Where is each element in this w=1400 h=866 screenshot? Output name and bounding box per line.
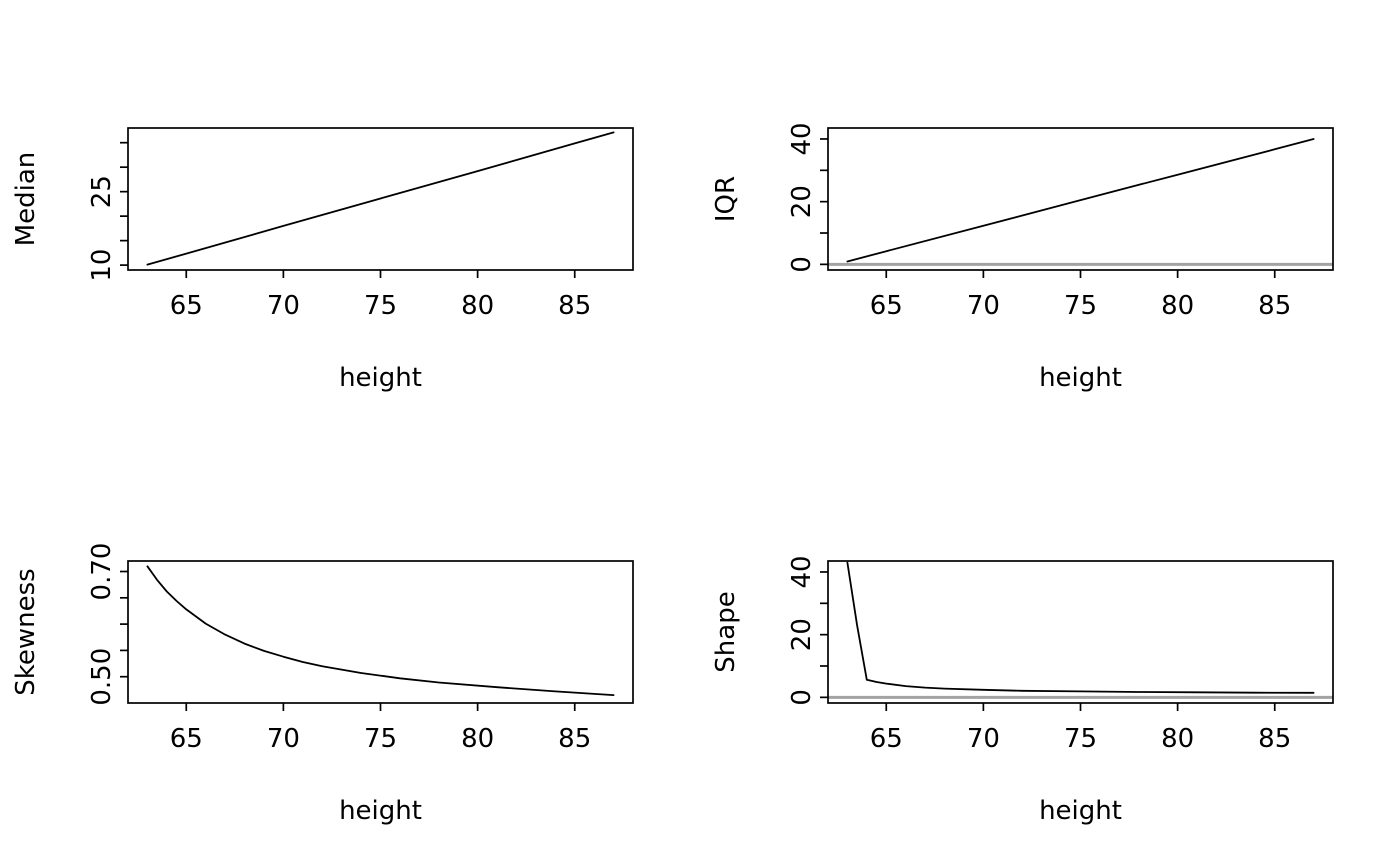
x-tick-label: 65 <box>870 291 903 321</box>
y-axis-title: IQR <box>711 176 741 222</box>
x-tick-label: 80 <box>1161 724 1194 754</box>
x-tick-label: 75 <box>1064 724 1097 754</box>
x-tick-label: 70 <box>267 291 300 321</box>
x-tick-label: 65 <box>870 724 903 754</box>
data-line <box>846 138 1315 263</box>
x-tick-label: 85 <box>1258 724 1291 754</box>
median-vs-height-plot: 65 70 75 80 85 10 25 height Median <box>11 127 634 393</box>
y-axis-title: Shape <box>711 591 741 672</box>
x-axis-title: height <box>1039 796 1122 826</box>
x-axis-title: height <box>339 363 422 393</box>
x-tick-label: 70 <box>967 724 1000 754</box>
y-axis-title: Median <box>11 152 41 247</box>
skewness-vs-height-plot: 65 70 75 80 85 0.50 0.70 height Skewness <box>11 543 634 826</box>
x-tick-label: 85 <box>558 291 591 321</box>
y-tick-label: 20 <box>787 185 817 218</box>
x-tick-label: 80 <box>461 724 494 754</box>
plot-box <box>127 560 634 704</box>
x-tick-label: 85 <box>1258 291 1291 321</box>
x-tick-label: 65 <box>170 724 203 754</box>
y-axis-title: Skewness <box>11 568 41 695</box>
y-tick-label: 25 <box>87 175 117 208</box>
plot-box <box>827 560 1334 704</box>
x-tick-label: 65 <box>170 291 203 321</box>
y-tick-label: 40 <box>787 555 817 588</box>
x-tick-label: 85 <box>558 724 591 754</box>
y-tick-label: 10 <box>87 249 117 282</box>
shape-vs-height-plot: 65 70 75 80 85 0 20 40 height Shape <box>711 555 1334 826</box>
x-tick-label: 80 <box>461 291 494 321</box>
y-tick-label: 0.50 <box>87 648 117 706</box>
plot-box <box>827 127 1334 271</box>
data-line <box>846 561 1315 694</box>
y-tick-label: 20 <box>787 618 817 651</box>
x-tick-label: 70 <box>967 291 1000 321</box>
x-axis-title: height <box>1039 363 1122 393</box>
iqr-vs-height-plot: 65 70 75 80 85 0 20 40 height IQR <box>711 122 1334 393</box>
y-tick-label: 0 <box>787 256 817 273</box>
data-line <box>146 131 615 266</box>
y-tick-label: 40 <box>787 122 817 155</box>
x-tick-label: 75 <box>364 724 397 754</box>
panel-skewness: 65 70 75 80 85 0.50 0.70 height Skewness <box>0 433 700 866</box>
x-tick-label: 75 <box>364 291 397 321</box>
x-axis-title: height <box>339 796 422 826</box>
x-tick-label: 70 <box>267 724 300 754</box>
panel-median: 65 70 75 80 85 10 25 height Median <box>0 0 700 433</box>
y-tick-label: 0 <box>787 689 817 706</box>
x-tick-label: 75 <box>1064 291 1097 321</box>
x-tick-label: 80 <box>1161 291 1194 321</box>
y-tick-label: 0.70 <box>87 543 117 601</box>
panel-iqr: 65 70 75 80 85 0 20 40 height IQR <box>700 0 1400 433</box>
data-line <box>146 565 615 697</box>
panel-shape: 65 70 75 80 85 0 20 40 height Shape <box>700 433 1400 866</box>
